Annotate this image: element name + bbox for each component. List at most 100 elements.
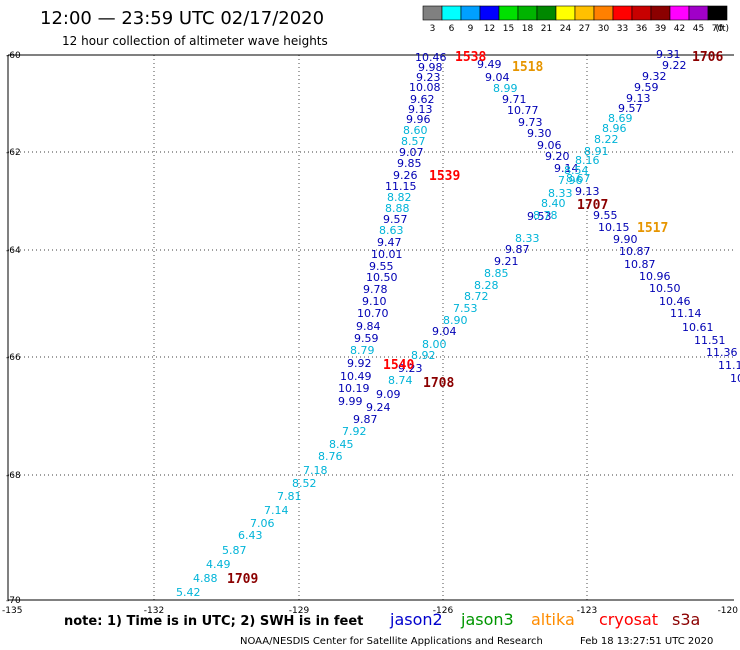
latitude-label: -64 xyxy=(6,246,21,256)
longitude-label: -132 xyxy=(144,606,164,616)
wave-height-value: 9.32 xyxy=(642,70,667,83)
wave-height-value: 11.51 xyxy=(694,334,726,347)
wave-height-value: 10.50 xyxy=(366,271,398,284)
wave-height-value: 8.54 xyxy=(564,164,589,177)
satellite-name: cryosat xyxy=(599,610,658,629)
longitude-label: -123 xyxy=(577,606,597,616)
pass-time-label: 1518 xyxy=(512,60,543,75)
wave-height-value: 8.99 xyxy=(493,82,518,95)
wave-height-value: 10.01 xyxy=(371,248,403,261)
wave-height-value: 8.76 xyxy=(318,450,343,463)
wave-height-value: 10.19 xyxy=(338,382,370,395)
legend-label: 27 xyxy=(579,24,590,34)
footer-timestamp: Feb 18 13:27:51 UTC 2020 xyxy=(580,636,713,647)
wave-height-value: 7.96 xyxy=(558,174,583,187)
longitude-label: -129 xyxy=(289,606,310,616)
page-subtitle: 12 hour collection of altimeter wave hei… xyxy=(62,34,328,48)
wave-height-value: 8.85 xyxy=(484,267,509,280)
legend-label: 39 xyxy=(655,24,667,34)
wave-height-value: 9.06 xyxy=(537,139,562,152)
wave-height-value: 11.36 xyxy=(706,346,738,359)
legend-label: 33 xyxy=(617,24,628,34)
wave-height-value: 9.23 xyxy=(416,71,441,84)
wave-height-values: 10.469.989.2310.089.629.139.968.608.579.… xyxy=(176,48,740,599)
wave-height-value: 9.07 xyxy=(399,146,424,159)
wave-height-value: 9.14 xyxy=(554,162,579,175)
lat-lon-grid xyxy=(8,55,734,600)
legend-swatch xyxy=(612,5,633,21)
wave-height-value: 9.99 xyxy=(338,395,363,408)
longitude-labels: -135 -132 -129 -126 -123 -120 xyxy=(2,606,738,616)
wave-height-value: 9.04 xyxy=(432,325,457,338)
wave-height-value: 10.61 xyxy=(682,321,714,334)
latitude-label: -62 xyxy=(6,148,21,158)
legend-label: 6 xyxy=(449,24,455,34)
pass-time-label: 1709 xyxy=(227,572,258,587)
satellite-name: s3a xyxy=(672,610,700,629)
legend-label: 12 xyxy=(484,24,495,34)
legend-swatch xyxy=(422,5,443,21)
wave-height-value: 8.33 xyxy=(515,232,540,245)
legend-label: 21 xyxy=(541,24,552,34)
wave-height-value: 10.46 xyxy=(659,295,691,308)
wave-height-value: 8.28 xyxy=(474,279,499,292)
wave-height-value: 8.67 xyxy=(566,172,591,185)
wave-height-value: 9.24 xyxy=(366,401,391,414)
wave-height-value: 5.87 xyxy=(222,544,247,557)
wave-height-value: 11.15 xyxy=(385,180,417,193)
wave-height-value: 9.13 xyxy=(626,92,651,105)
wave-height-value: 10 xyxy=(730,372,740,385)
pass-time-labels: 1538 1518 1706 1539 1707 1517 1540 1708 1709 xyxy=(227,50,723,587)
legend-label: 36 xyxy=(636,24,648,34)
wave-height-value: 9.30 xyxy=(527,127,552,140)
wave-height-value: 9.20 xyxy=(545,150,570,163)
wave-height-value: 8.91 xyxy=(584,145,609,158)
wave-height-value: 9.90 xyxy=(613,233,638,246)
wave-height-value: 8.90 xyxy=(443,314,468,327)
legend-swatch xyxy=(479,5,500,21)
wave-height-value: 9.57 xyxy=(383,213,408,226)
pass-time-label: 1517 xyxy=(637,221,668,236)
wave-height-value: 9.85 xyxy=(397,157,422,170)
wave-height-value: 10.87 xyxy=(619,245,651,258)
wave-height-value: 8.92 xyxy=(411,349,436,362)
latitude-label: -70 xyxy=(6,596,21,606)
wave-height-value: 8.96 xyxy=(602,122,627,135)
wave-height-value: 10.15 xyxy=(598,221,630,234)
wave-height-value: 8.40 xyxy=(541,197,566,210)
wave-height-value: 4.88 xyxy=(193,572,218,585)
legend-swatch xyxy=(707,5,728,21)
wave-height-value: 6.43 xyxy=(238,529,263,542)
wave-height-value: 8.60 xyxy=(403,124,428,137)
legend-label: 24 xyxy=(560,24,572,34)
legend-swatch xyxy=(574,5,595,21)
map-frame xyxy=(7,54,734,601)
wave-height-value: 8.57 xyxy=(401,135,426,148)
wave-height-value: 8.22 xyxy=(594,133,619,146)
wave-height-value: 8.63 xyxy=(379,224,404,237)
legend-swatch xyxy=(688,5,709,21)
wave-height-value: 8.82 xyxy=(387,191,412,204)
wave-height-value: 9.04 xyxy=(485,71,510,84)
wave-height-value: 9.78 xyxy=(363,283,388,296)
wave-height-value: 9.92 xyxy=(347,357,372,370)
wave-height-value: 9.13 xyxy=(575,185,600,198)
pass-time-label: 1706 xyxy=(692,50,723,65)
wave-height-value: 8.74 xyxy=(388,374,413,387)
wave-height-value: 8.88 xyxy=(385,202,410,215)
legend-unit: (ft) xyxy=(715,24,729,34)
legend-label: 70 xyxy=(712,24,724,34)
wave-height-value: 9.71 xyxy=(502,93,527,106)
wave-height-value: 11.1 xyxy=(718,359,740,372)
wave-height-value: 10.46 xyxy=(415,51,447,64)
wave-height-value: 9.73 xyxy=(518,116,543,129)
satellite-name: jason3 xyxy=(460,610,514,629)
wave-height-value: 10.50 xyxy=(649,282,681,295)
wave-height-value: 9.96 xyxy=(406,113,431,126)
wave-height-value: 10.70 xyxy=(357,307,389,320)
pass-time-label: 1540 xyxy=(383,358,414,373)
legend-swatch xyxy=(498,5,519,21)
wave-height-value: 8.16 xyxy=(575,154,600,167)
latitude-label: -66 xyxy=(6,353,21,363)
